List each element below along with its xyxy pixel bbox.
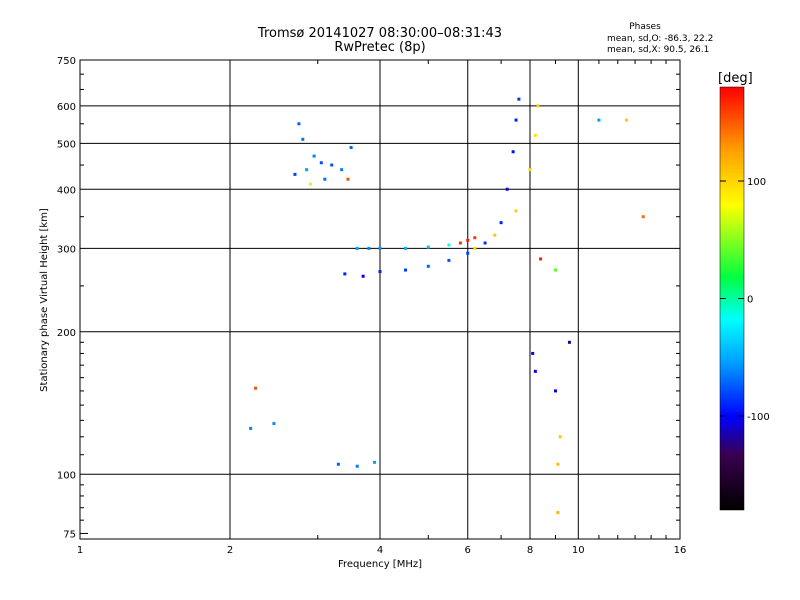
- data-point: [403, 268, 407, 272]
- data-point: [641, 215, 645, 219]
- data-point: [597, 118, 601, 122]
- data-point: [499, 221, 503, 225]
- data-point: [625, 118, 629, 122]
- y-tick-label: 400: [57, 185, 76, 196]
- data-point: [531, 351, 535, 355]
- chart-subtitle: RwPretec (8p): [334, 40, 426, 55]
- data-point: [558, 435, 562, 439]
- data-point: [556, 511, 560, 515]
- data-point: [336, 462, 340, 466]
- data-point: [403, 246, 407, 250]
- data-point: [514, 118, 518, 122]
- data-point: [447, 258, 451, 262]
- x-tick-label: 8: [527, 545, 533, 556]
- data-point: [249, 426, 253, 430]
- data-point: [319, 161, 323, 165]
- data-point: [493, 233, 497, 237]
- x-axis-label: Frequency [MHz]: [338, 559, 422, 570]
- y-tick-label: 600: [57, 102, 76, 113]
- x-tick-label: 4: [377, 545, 383, 556]
- colorbar-tick-label: -100: [747, 412, 770, 423]
- data-point: [340, 168, 344, 172]
- data-point: [293, 172, 297, 176]
- data-point: [466, 251, 470, 255]
- data-point: [426, 245, 430, 249]
- y-tick-label: 750: [57, 56, 76, 67]
- y-tick-label: 300: [57, 244, 76, 255]
- x-tick-label: 1: [77, 545, 83, 556]
- y-axis-label: Stationary phase Virtual Height [km]: [39, 208, 50, 392]
- data-point: [301, 137, 305, 141]
- chart-title: Tromsø 20141027 08:30:00–08:31:43: [257, 26, 503, 41]
- data-point: [378, 246, 382, 250]
- data-point: [346, 177, 350, 181]
- data-points: [249, 97, 645, 515]
- x-tick-label: 2: [227, 545, 233, 556]
- colorbar-ticks: -100 0 100: [720, 177, 770, 423]
- data-point: [373, 460, 377, 464]
- data-point: [253, 386, 257, 390]
- data-point: [343, 272, 347, 276]
- y-tick-label: 500: [57, 139, 76, 150]
- data-point: [473, 236, 477, 240]
- data-point: [483, 241, 487, 245]
- data-point: [466, 238, 470, 242]
- data-point: [378, 270, 382, 274]
- data-point: [355, 464, 359, 468]
- data-point: [567, 340, 571, 344]
- data-point: [323, 177, 327, 181]
- data-point: [511, 150, 515, 154]
- grid-lines: [80, 60, 680, 539]
- data-point: [533, 369, 537, 373]
- data-point: [556, 462, 560, 466]
- data-point: [533, 133, 537, 137]
- data-point: [553, 268, 557, 272]
- data-point: [349, 146, 353, 150]
- phases-x-stats: mean, sd,X: 90.5, 26.1: [607, 45, 710, 55]
- data-point: [297, 122, 301, 126]
- data-point: [553, 389, 557, 393]
- data-point: [517, 97, 521, 101]
- data-point: [312, 154, 316, 158]
- y-tick-label: 200: [57, 328, 76, 339]
- data-point: [330, 163, 334, 167]
- colorbar-tick-label: 0: [747, 295, 753, 306]
- data-point: [458, 241, 462, 245]
- data-point: [447, 243, 451, 247]
- colorbar-label: [deg]: [718, 71, 753, 86]
- data-point: [272, 422, 276, 426]
- data-point: [505, 187, 509, 191]
- data-point: [528, 168, 532, 172]
- data-point: [536, 104, 540, 108]
- colorbar-tick-label: 100: [747, 177, 766, 188]
- data-point: [308, 182, 312, 186]
- data-point: [539, 257, 543, 261]
- y-tick-label: 100: [57, 470, 76, 481]
- x-tick-label: 6: [465, 545, 471, 556]
- data-point: [361, 274, 365, 278]
- data-point: [367, 246, 371, 250]
- data-point: [305, 168, 309, 172]
- data-point: [514, 209, 518, 213]
- x-tick-label: 10: [572, 545, 585, 556]
- plot-frame: [79, 59, 681, 540]
- phases-title: Phases: [629, 22, 661, 32]
- data-point: [426, 264, 430, 268]
- x-tick-label: 16: [674, 545, 687, 556]
- data-point: [473, 246, 477, 250]
- y-tick-label: 75: [63, 529, 76, 540]
- data-point: [355, 246, 359, 250]
- phases-o-stats: mean, sd,O: -86.3, 22.2: [607, 34, 714, 44]
- axis-ticks: 1 2 4 6 8 10 16 75 100 200 300 400 500 600 750: [57, 56, 686, 556]
